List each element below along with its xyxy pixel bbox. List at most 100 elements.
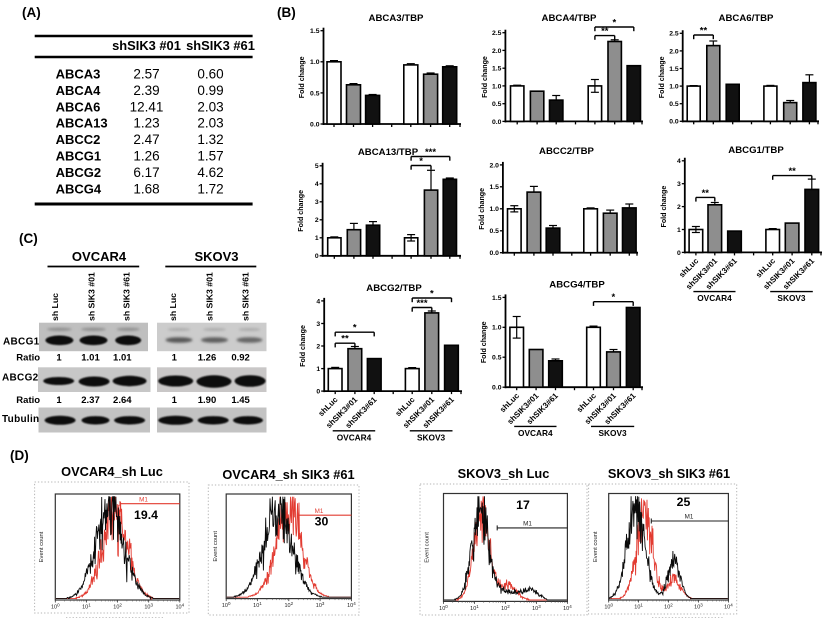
svg-text:OVCAR4_sh SIK3 #61: OVCAR4_sh SIK3 #61 [222, 467, 354, 482]
svg-text:SKOV3: SKOV3 [417, 432, 446, 442]
svg-text:1.5: 1.5 [669, 66, 679, 73]
svg-text:0.0: 0.0 [669, 119, 679, 126]
svg-text:sh Luc: sh Luc [168, 293, 178, 321]
svg-text:103: 103 [144, 603, 153, 611]
svg-text:3: 3 [315, 199, 319, 206]
svg-text:**: ** [341, 334, 349, 345]
svg-text:Fold change: Fold change [478, 188, 486, 230]
svg-text:100: 100 [222, 601, 231, 609]
svg-text:Event count: Event count [39, 531, 45, 562]
svg-text:4: 4 [677, 158, 681, 165]
svg-text:1: 1 [316, 366, 320, 373]
svg-text:Fold change: Fold change [299, 325, 307, 367]
svg-text:1.0: 1.0 [489, 206, 499, 213]
svg-text:***: *** [425, 147, 436, 158]
svg-text:102: 102 [501, 604, 510, 612]
svg-text:sh SIK3 #61: sh SIK3 #61 [122, 272, 132, 321]
svg-text:SKOV3: SKOV3 [599, 428, 628, 438]
svg-text:(D): (D) [10, 448, 29, 463]
svg-text:1.26: 1.26 [133, 149, 159, 164]
svg-text:2.0: 2.0 [669, 48, 679, 55]
svg-text:0.60: 0.60 [197, 67, 223, 82]
svg-text:2.64: 2.64 [113, 395, 132, 406]
svg-text:OVCAR4: OVCAR4 [72, 249, 127, 264]
svg-text:M1: M1 [139, 497, 148, 504]
svg-text:0.0: 0.0 [492, 119, 502, 126]
svg-text:1.90: 1.90 [198, 395, 217, 406]
svg-text:2.57: 2.57 [133, 67, 159, 82]
svg-text:19.4: 19.4 [134, 508, 158, 522]
svg-text:Ratio: Ratio [16, 395, 40, 406]
svg-text:1.01: 1.01 [113, 353, 132, 364]
svg-text:(B): (B) [277, 5, 296, 20]
svg-text:100: 100 [604, 603, 613, 611]
svg-text:**: ** [702, 188, 710, 199]
svg-text:*: * [611, 292, 615, 303]
svg-text:0: 0 [315, 253, 319, 260]
svg-text:1.32: 1.32 [197, 132, 223, 147]
svg-text:1: 1 [172, 353, 178, 364]
svg-text:1.5: 1.5 [310, 28, 320, 35]
svg-text:2.37: 2.37 [81, 395, 100, 406]
svg-text:3: 3 [316, 321, 320, 328]
svg-text:(A): (A) [22, 5, 41, 20]
svg-text:102: 102 [664, 603, 673, 611]
svg-text:*: * [353, 323, 357, 334]
svg-text:ABCG4/TBP: ABCG4/TBP [549, 280, 605, 291]
svg-text:1.72: 1.72 [197, 181, 223, 196]
svg-text:SKOV3_sh SIK3 #61: SKOV3_sh SIK3 #61 [608, 466, 730, 481]
svg-text:ABCG2/TBP: ABCG2/TBP [366, 283, 422, 294]
svg-text:5: 5 [315, 163, 319, 170]
svg-text:***: *** [416, 298, 427, 309]
svg-text:2.39: 2.39 [133, 83, 159, 98]
svg-text:0.0: 0.0 [310, 121, 320, 128]
svg-text:0.5: 0.5 [492, 355, 502, 362]
svg-text:ABCA13: ABCA13 [56, 116, 108, 131]
svg-text:OVCAR4: OVCAR4 [697, 293, 732, 303]
svg-text:SKOV3_sh Luc: SKOV3_sh Luc [458, 466, 550, 481]
svg-text:M1: M1 [685, 514, 694, 521]
svg-text:shSIK3 #01: shSIK3 #01 [112, 38, 181, 53]
svg-text:1.23: 1.23 [133, 116, 159, 131]
svg-text:25: 25 [677, 495, 691, 509]
svg-text:101: 101 [470, 604, 479, 612]
svg-text:101: 101 [82, 603, 91, 611]
svg-text:2.5: 2.5 [492, 30, 502, 37]
svg-text:*: * [613, 18, 617, 29]
svg-text:102: 102 [284, 601, 293, 609]
svg-text:1.0: 1.0 [492, 83, 502, 90]
svg-text:Ratio: Ratio [16, 353, 40, 364]
svg-text:0.92: 0.92 [231, 353, 250, 364]
svg-text:ABCA13/TBP: ABCA13/TBP [358, 147, 419, 158]
svg-text:3: 3 [677, 181, 681, 188]
svg-text:ABCC2: ABCC2 [56, 132, 101, 147]
svg-text:Event count: Event count [593, 531, 599, 562]
svg-text:0.99: 0.99 [197, 83, 223, 98]
svg-text:0.0: 0.0 [489, 250, 499, 257]
svg-text:Fold change: Fold change [481, 56, 489, 98]
svg-text:ABCG2: ABCG2 [2, 373, 39, 384]
svg-text:ABCA6: ABCA6 [56, 99, 101, 114]
svg-text:1: 1 [315, 235, 319, 242]
svg-text:17: 17 [516, 498, 530, 512]
svg-text:4: 4 [316, 298, 320, 305]
svg-text:1.5: 1.5 [492, 66, 502, 73]
svg-text:OVCAR4: OVCAR4 [518, 428, 553, 438]
svg-text:ABCG4: ABCG4 [56, 181, 102, 196]
svg-text:**: ** [700, 26, 708, 37]
svg-text:Fold change: Fold change [480, 321, 488, 363]
svg-text:0.5: 0.5 [310, 90, 320, 97]
svg-text:2: 2 [315, 217, 319, 224]
svg-text:ABCA3/TBP: ABCA3/TBP [369, 13, 425, 24]
svg-text:1.0: 1.0 [669, 84, 679, 91]
svg-text:Fold change: Fold change [297, 190, 305, 232]
svg-text:**: ** [788, 166, 796, 177]
svg-text:sh SIK3 #61: sh SIK3 #61 [241, 272, 251, 321]
svg-text:ABCG1: ABCG1 [56, 149, 102, 164]
svg-text:sh Luc: sh Luc [50, 293, 60, 321]
svg-text:ABCG1/TBP: ABCG1/TBP [728, 145, 784, 156]
svg-text:103: 103 [532, 604, 541, 612]
svg-text:ABCC2/TBP: ABCC2/TBP [539, 146, 595, 157]
svg-text:ABCA3: ABCA3 [56, 67, 101, 82]
svg-text:OVCAR4: OVCAR4 [337, 432, 372, 442]
